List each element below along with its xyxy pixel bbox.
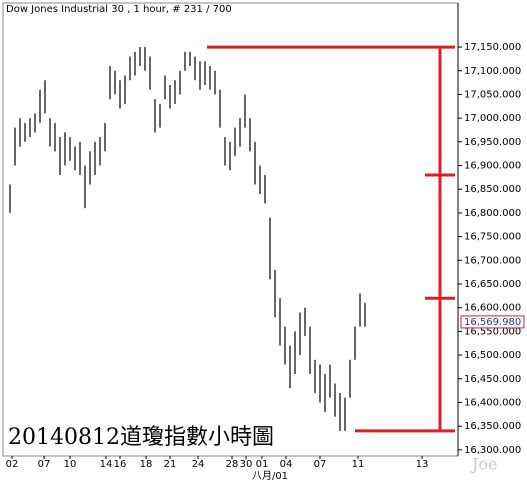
x-tick-label: 07: [314, 459, 327, 470]
y-tick-label: 17,150.000: [464, 42, 521, 53]
last-price-box: [460, 315, 525, 329]
y-tick-label: 17,100.000: [464, 66, 521, 77]
x-tick-label: 02: [6, 459, 19, 470]
y-tick-label: 16,950.000: [464, 137, 521, 148]
y-tick-label: 16,650.000: [464, 279, 521, 290]
y-tick-label: 16,350.000: [464, 421, 521, 432]
x-tick-label: 01: [256, 459, 269, 470]
x-tick-label: 07: [38, 459, 51, 470]
y-tick-label: 16,400.000: [464, 397, 521, 408]
y-tick-label: 16,800.000: [464, 208, 521, 219]
x-tick-label: 16: [114, 459, 127, 470]
x-tick-label: 21: [164, 459, 177, 470]
x-sublabel: 八月/01: [252, 470, 288, 482]
plot-area: [2, 2, 459, 457]
last-price-label: 16,569.980: [464, 317, 521, 328]
y-tick-label: 16,900.000: [464, 161, 521, 172]
x-tick-label: 13: [416, 459, 429, 470]
y-tick-label: 16,750.000: [464, 232, 521, 243]
y-tick-label: 16,700.000: [464, 255, 521, 266]
y-tick-label: 16,300.000: [464, 445, 521, 456]
caption: 20140812道瓊指數小時圖: [8, 425, 274, 450]
x-tick-label: 30: [240, 459, 253, 470]
x-tick-label: 24: [192, 459, 205, 470]
watermark: Joe: [470, 455, 498, 474]
y-tick-label: 16,850.000: [464, 184, 521, 195]
y-tick-label: 17,050.000: [464, 89, 521, 100]
y-tick-label: 16,600.000: [464, 303, 521, 314]
x-tick-label: 10: [64, 459, 77, 470]
y-tick-label: 16,550.000: [464, 326, 521, 337]
y-tick-label: 17,000.000: [464, 113, 521, 124]
x-tick-label: 04: [280, 459, 293, 470]
x-tick-label: 28: [226, 459, 239, 470]
x-tick-label: 18: [140, 459, 153, 470]
y-tick-label: 16,450.000: [464, 374, 521, 385]
y-tick-label: 16,500.000: [464, 350, 521, 361]
x-tick-label: 11: [352, 459, 365, 470]
chart-title: Dow Jones Industrial 30 , 1 hour, # 231 …: [6, 4, 232, 15]
x-tick-label: 14: [100, 459, 113, 470]
